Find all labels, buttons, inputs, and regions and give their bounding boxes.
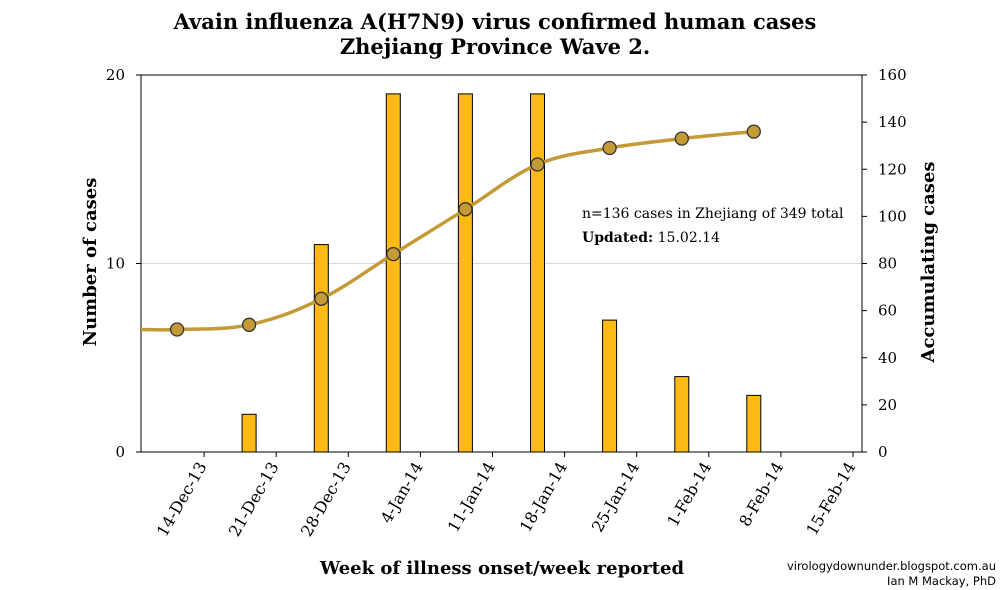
y-right-tick-label: 40 — [878, 349, 897, 367]
y-left-tick-label: 10 — [106, 255, 125, 273]
y-right-tick-label: 0 — [878, 443, 888, 461]
left-axis-ticks: 0 10 20 — [106, 66, 141, 461]
y-left-tick-label: 20 — [106, 66, 125, 84]
x-tick-label: 1-Feb-14 — [663, 459, 715, 530]
x-tick-label: 21-Dec-13 — [225, 459, 283, 540]
chart-subtitle: Zhejiang Province Wave 2. — [340, 34, 650, 59]
y-right-tick-label: 120 — [878, 160, 907, 178]
annotation-updated-label: Updated: — [582, 230, 653, 246]
line-point-14-Dec-13 — [169, 322, 185, 337]
x-tick-label: 8-Feb-14 — [735, 459, 787, 530]
annotation-updated-value: 15.02.14 — [653, 230, 720, 246]
line-point-28-Dec-13 — [314, 291, 329, 306]
line-point-8-Feb-14 — [746, 124, 761, 139]
bar-28-Dec-13 — [313, 244, 329, 453]
y-right-tick-label: 80 — [878, 255, 897, 273]
credit-author: Ian M Mackay, PhD — [887, 574, 996, 588]
bar-25-Jan-14 — [602, 319, 618, 453]
y-right-tick-label: 140 — [878, 113, 907, 131]
y-right-tick-label: 20 — [878, 396, 897, 414]
bar-18-Jan-14 — [530, 93, 545, 453]
x-tick-label: 14-Dec-13 — [153, 459, 211, 540]
x-tick-label: 11-Jan-14 — [444, 459, 499, 536]
line-point-11-Jan-14 — [458, 202, 473, 217]
bar-11-Jan-14 — [457, 93, 473, 453]
bar-1-Feb-14 — [674, 376, 690, 453]
y-axis-left-title: Number of cases — [80, 178, 101, 347]
y-left-tick-label: 0 — [115, 443, 125, 461]
y-right-tick-label: 60 — [878, 302, 897, 320]
y-axis-right-title: Accumulating cases — [918, 161, 939, 363]
x-axis-ticks: 14-Dec-13 21-Dec-13 28-Dec-13 4-Jan-14 11-Ja… — [153, 452, 859, 540]
x-tick-label: 18-Jan-14 — [516, 459, 571, 536]
annotation-total: n=136 cases in Zhejiang of 349 total — [582, 206, 844, 222]
annotation-updated: Updated: 15.02.14 — [582, 230, 720, 246]
right-axis-ticks: 0 20 40 60 80 100 120 140 160 — [862, 66, 907, 461]
cumulative-line-layer — [140, 124, 761, 337]
chart-title: Avain influenza A(H7N9) virus confirmed … — [173, 9, 817, 34]
x-tick-label: 4-Jan-14 — [377, 459, 427, 527]
line-point-25-Jan-14 — [602, 140, 617, 156]
x-tick-label: 15-Feb-14 — [802, 459, 859, 539]
cumulative-line — [140, 129, 754, 332]
x-axis-title: Week of illness onset/week reported — [319, 558, 684, 579]
bars — [241, 93, 762, 453]
credit-blog: virologydownunder.blogspot.com.au — [787, 559, 996, 573]
line-point-18-Jan-14 — [530, 157, 545, 172]
bar-21-Dec-13 — [241, 413, 257, 453]
line-point-4-Jan-14 — [386, 246, 401, 262]
x-tick-label: 25-Jan-14 — [588, 459, 643, 536]
y-right-tick-label: 160 — [878, 66, 907, 84]
y-right-tick-label: 100 — [878, 207, 907, 225]
line-point-1-Feb-14 — [674, 131, 689, 146]
line-point-21-Dec-13 — [241, 317, 257, 332]
bar-8-Feb-14 — [746, 394, 762, 453]
x-tick-label: 28-Dec-13 — [297, 459, 355, 540]
bar-4-Jan-14 — [385, 93, 401, 453]
